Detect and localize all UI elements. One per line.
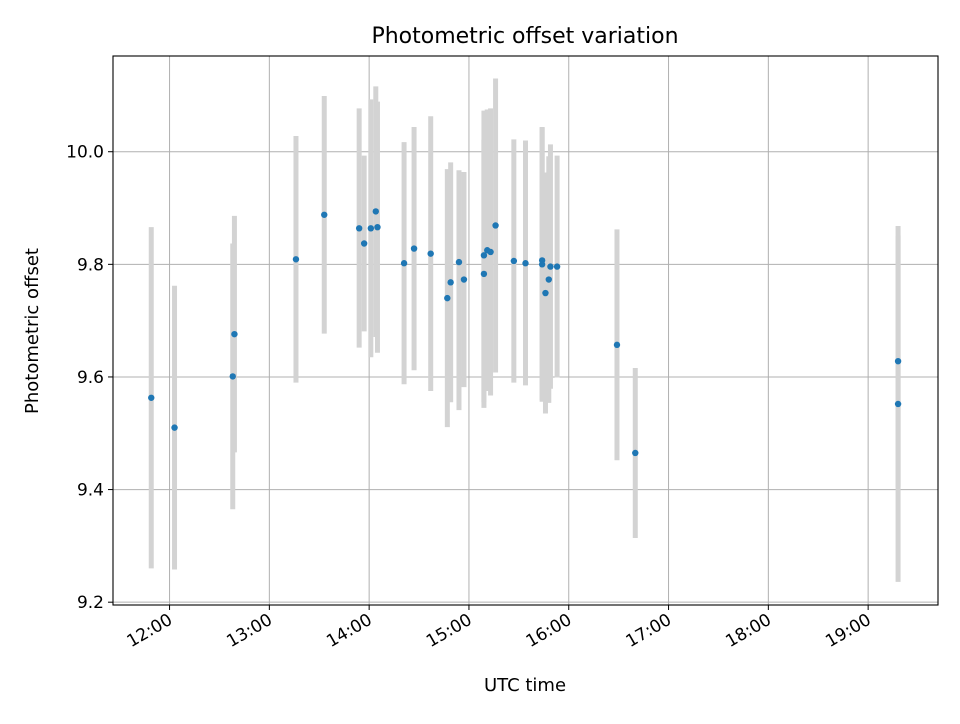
data-point [360,240,368,247]
x-axis: 12:00 13:00 14:00 15:00 16:00 17:00 18:00 19:00 [124,605,875,652]
data-point [148,394,155,401]
data-point [171,424,178,431]
data-point [374,223,381,231]
point-layer [148,208,902,457]
x-tick-label: 12:00 [124,610,176,652]
data-point [367,225,375,232]
data-point [894,357,902,365]
x-tick-label: 19:00 [822,610,874,652]
plot-area-frame [112,55,939,606]
data-point [545,276,552,283]
data-point [455,258,463,266]
y-tick-label: 9.4 [77,481,104,501]
data-point [410,245,418,252]
data-point [480,270,488,278]
y-axis-label: Photometric offset [22,248,43,414]
y-tick-label: 9.8 [77,255,104,275]
data-point [492,222,499,229]
data-point [292,256,300,263]
x-tick-label: 17:00 [623,610,675,652]
y-tick-label: 9.6 [77,368,104,388]
chart-title: Photometric offset variation [371,24,678,49]
data-point [538,261,546,268]
data-point [522,260,529,267]
x-axis-label: UTC time [484,675,566,696]
x-tick-label: 16:00 [523,610,575,652]
data-point [229,373,236,380]
data-point [427,250,434,257]
data-point [613,341,621,349]
data-point [487,248,494,256]
x-tick-label: 18:00 [722,610,774,652]
x-tick-label: 15:00 [423,610,475,652]
x-tick-label: 13:00 [223,610,275,652]
errorbar-layer [148,78,901,582]
data-point [447,279,454,286]
data-point [355,225,363,232]
data-point [400,260,408,267]
data-point [894,400,902,408]
x-tick-label: 14:00 [323,610,375,652]
data-point [553,263,561,270]
y-tick-label: 9.2 [77,593,104,613]
data-point [542,289,549,297]
data-point [480,252,488,259]
data-point [510,257,518,265]
data-point [444,294,451,302]
data-point [321,211,328,218]
data-point [231,330,238,338]
y-axis: 9.2 9.4 9.6 9.8 10.0 [66,143,113,613]
y-tick-label: 10.0 [66,143,104,163]
data-point [372,208,380,215]
data-point [632,449,639,457]
data-point [547,263,554,270]
data-point [460,276,468,283]
